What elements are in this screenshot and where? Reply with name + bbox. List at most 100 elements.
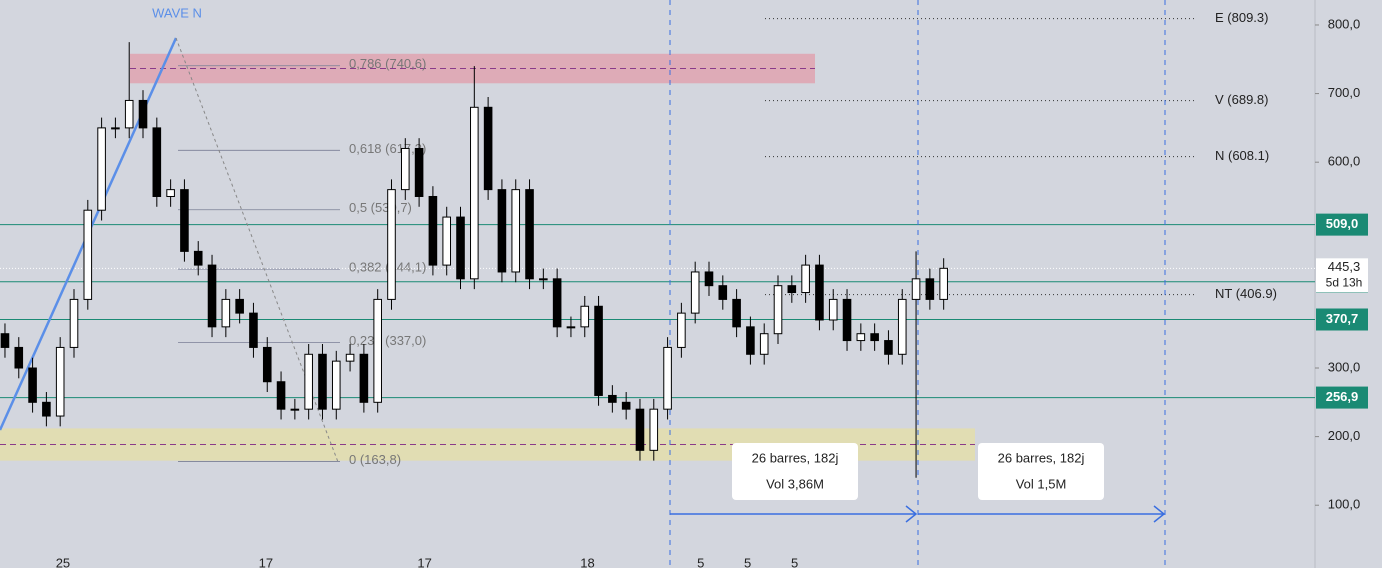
- candle-body: [69, 298, 79, 348]
- target-label: NT (406.9): [1215, 286, 1277, 301]
- candle-body: [677, 312, 686, 348]
- candle-body: [221, 298, 231, 328]
- fib-label: 0,786 (740,6): [349, 56, 426, 71]
- candle-body: [111, 127, 120, 130]
- last-price-tag: [1316, 258, 1368, 293]
- fib-label: 0 (163,8): [349, 452, 401, 467]
- candle-body: [649, 408, 659, 451]
- candle-body: [635, 408, 645, 451]
- candle-body: [400, 147, 410, 191]
- candle-body: [331, 360, 341, 410]
- fib-label: 0,236 (337,0): [349, 333, 426, 348]
- measure-box: 26 barres, 182j Vol 3,86M: [732, 443, 858, 500]
- x-tick-label: 5: [791, 555, 798, 568]
- x-tick-label: 17: [259, 555, 273, 568]
- candle-body: [690, 271, 700, 314]
- candle-body: [483, 106, 493, 191]
- candle-body: [55, 346, 65, 417]
- candle-body: [83, 209, 93, 300]
- target-label: N (608.1): [1215, 148, 1269, 163]
- target-label: E (809.3): [1215, 10, 1268, 25]
- price-tag-label: 256,9: [1326, 389, 1359, 404]
- candle-body: [746, 326, 755, 355]
- price-tag-label: 370,7: [1326, 311, 1359, 326]
- measure-box-bg: [978, 443, 1104, 500]
- candle-body: [580, 305, 590, 328]
- candle-body: [856, 333, 866, 342]
- candle-body: [97, 127, 106, 211]
- candle-body: [442, 216, 452, 266]
- candle-body: [539, 278, 548, 281]
- x-tick-label: 25: [56, 555, 70, 568]
- candle-body: [207, 264, 217, 328]
- measure-box: 26 barres, 182j Vol 1,5M: [978, 443, 1104, 500]
- y-tick-label: 100,0: [1328, 497, 1361, 512]
- price-tag-label: 509,0: [1326, 216, 1359, 231]
- candle-body: [828, 298, 838, 321]
- candle-body: [262, 346, 272, 383]
- range-arrow: [670, 505, 918, 523]
- candle-body: [608, 394, 617, 403]
- candle-body: [511, 189, 521, 273]
- x-tick-label: 5: [744, 555, 751, 568]
- candle-body: [318, 353, 327, 410]
- y-tick-label: 700,0: [1328, 85, 1361, 100]
- candle-body: [759, 333, 769, 355]
- candle-body: [911, 278, 921, 300]
- measure-volume: Vol 3,86M: [766, 476, 824, 491]
- candle-body: [594, 305, 603, 396]
- candle-body: [497, 189, 507, 273]
- candle-body: [42, 401, 51, 417]
- x-tick-label: 5: [697, 555, 704, 568]
- candle-body: [373, 298, 382, 403]
- candle-body: [290, 408, 300, 411]
- candle-body: [870, 333, 879, 342]
- candle-body: [815, 264, 824, 321]
- candle-body: [345, 353, 355, 362]
- x-tick-label: 18: [580, 555, 594, 568]
- candle-body: [235, 298, 244, 314]
- candle-body: [897, 298, 907, 355]
- wave-label: WAVE N: [152, 5, 202, 20]
- candle-body: [428, 195, 438, 266]
- y-tick-label: 800,0: [1328, 16, 1361, 31]
- candle-body: [718, 285, 728, 300]
- candle-body: [414, 147, 424, 197]
- measure-volume: Vol 1,5M: [1016, 476, 1067, 491]
- candle-body: [249, 312, 258, 348]
- candle-body: [732, 298, 741, 328]
- candle-body: [525, 189, 534, 280]
- candle-body: [842, 298, 852, 342]
- price-tag: [1316, 308, 1368, 331]
- candle-body: [180, 189, 189, 252]
- candle-body: [304, 353, 313, 410]
- candle-body: [28, 367, 37, 403]
- candle-body: [193, 250, 203, 266]
- x-tick-label: 17: [417, 555, 431, 568]
- measure-bars: 26 barres, 182j: [998, 450, 1085, 465]
- candle-body: [14, 346, 24, 369]
- fib-label: 0,5 (530,7): [349, 200, 412, 215]
- candle-body: [456, 216, 465, 280]
- candle-body: [138, 99, 148, 129]
- y-tick-label: 200,0: [1328, 428, 1361, 443]
- candle-body: [773, 285, 783, 335]
- target-label: V (689.8): [1215, 92, 1268, 107]
- candle-body: [884, 340, 893, 355]
- candle-body: [470, 106, 479, 280]
- candle-body: [152, 127, 162, 197]
- y-tick-label: 300,0: [1328, 359, 1361, 374]
- candle-body: [939, 267, 948, 300]
- countdown-label: 5d 13h: [1326, 275, 1363, 289]
- price-tag: [1316, 386, 1368, 409]
- candle-body: [704, 271, 714, 287]
- candle-body: [166, 189, 175, 197]
- candle-body: [387, 189, 396, 300]
- candle-body: [621, 401, 631, 410]
- price-tag: [1316, 213, 1368, 236]
- candle-body: [663, 346, 672, 410]
- y-tick-label: 600,0: [1328, 154, 1361, 169]
- candle-body: [552, 278, 562, 328]
- last-price-label: 445,3: [1328, 259, 1361, 274]
